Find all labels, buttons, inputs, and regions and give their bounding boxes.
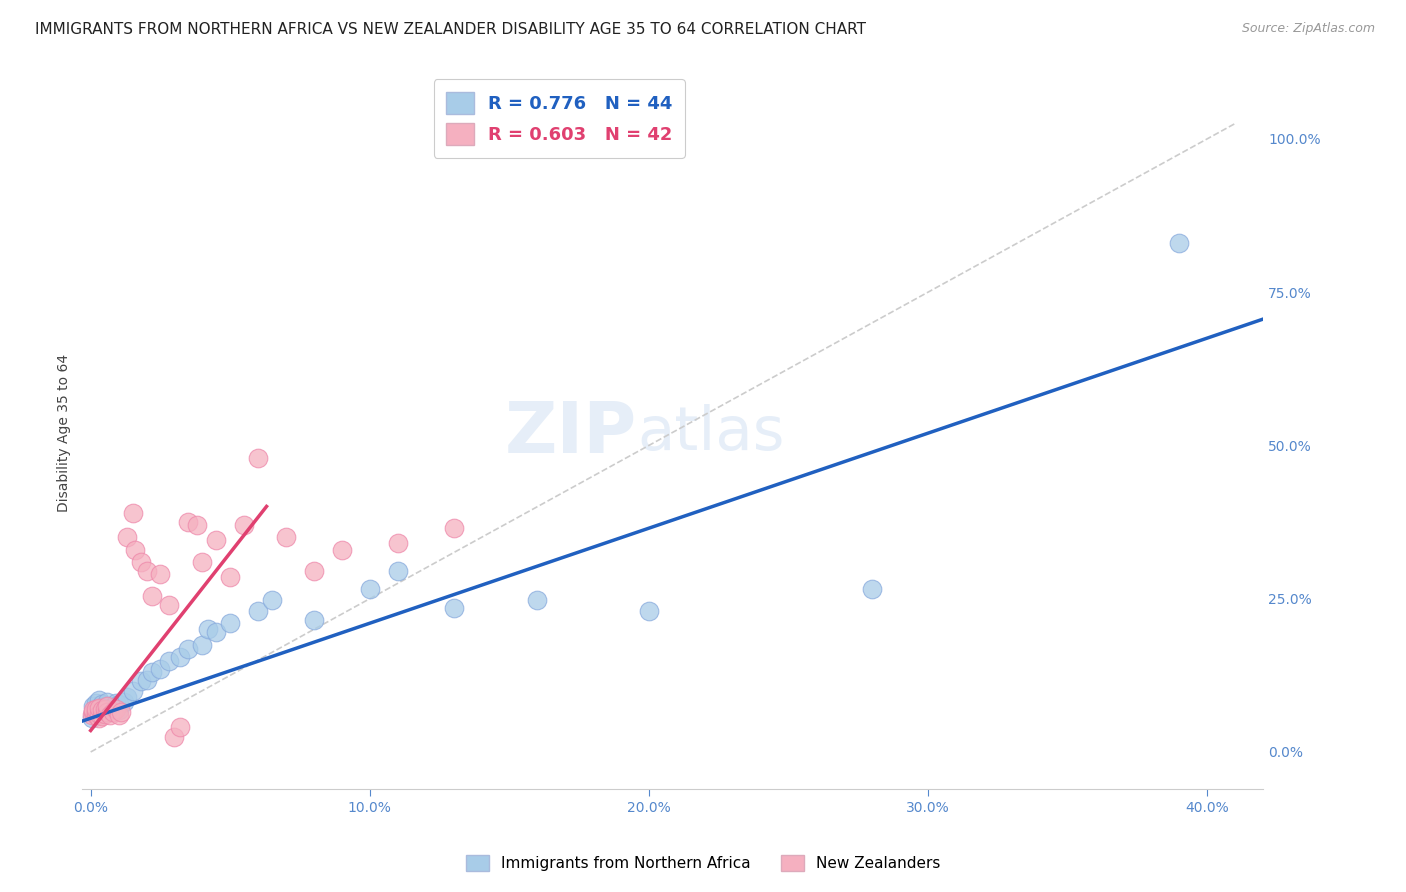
Point bbox=[96, 705, 118, 719]
Point bbox=[169, 721, 191, 735]
Point bbox=[84, 702, 107, 716]
Point bbox=[98, 708, 121, 723]
Point bbox=[98, 703, 121, 717]
Point bbox=[157, 654, 180, 668]
Point bbox=[87, 702, 110, 716]
Point bbox=[135, 564, 157, 578]
Point bbox=[197, 623, 219, 637]
Point bbox=[191, 555, 214, 569]
Point bbox=[101, 700, 124, 714]
Point bbox=[302, 613, 325, 627]
Point bbox=[121, 683, 143, 698]
Point bbox=[84, 701, 107, 715]
Point bbox=[262, 593, 284, 607]
Point bbox=[205, 533, 228, 548]
Point bbox=[84, 706, 107, 721]
Point bbox=[274, 530, 297, 544]
Point bbox=[112, 695, 135, 709]
Point bbox=[80, 711, 103, 725]
Point bbox=[163, 730, 186, 744]
Text: Source: ZipAtlas.com: Source: ZipAtlas.com bbox=[1241, 22, 1375, 36]
Point bbox=[93, 706, 115, 721]
Point bbox=[115, 690, 138, 704]
Text: atlas: atlas bbox=[637, 403, 785, 463]
Point bbox=[124, 542, 146, 557]
Point bbox=[110, 705, 132, 719]
Point bbox=[247, 450, 270, 465]
Point bbox=[87, 708, 110, 723]
Point bbox=[82, 705, 104, 719]
Point bbox=[87, 693, 110, 707]
Point bbox=[443, 600, 465, 615]
Point bbox=[90, 697, 112, 711]
Point bbox=[129, 555, 152, 569]
Point bbox=[638, 604, 661, 618]
Point bbox=[96, 698, 118, 713]
Point bbox=[177, 515, 200, 529]
Point bbox=[387, 564, 409, 578]
Point bbox=[443, 521, 465, 535]
Point bbox=[121, 506, 143, 520]
Point bbox=[87, 706, 110, 721]
Point bbox=[107, 697, 129, 711]
Point bbox=[82, 703, 104, 717]
Point bbox=[115, 530, 138, 544]
Legend: Immigrants from Northern Africa, New Zealanders: Immigrants from Northern Africa, New Zea… bbox=[460, 849, 946, 877]
Point bbox=[860, 582, 883, 597]
Point bbox=[101, 705, 124, 719]
Point bbox=[104, 702, 127, 716]
Point bbox=[1168, 235, 1191, 250]
Point bbox=[84, 705, 107, 719]
Point bbox=[205, 625, 228, 640]
Point bbox=[93, 702, 115, 716]
Point bbox=[330, 542, 353, 557]
Legend: R = 0.776   N = 44, R = 0.603   N = 42: R = 0.776 N = 44, R = 0.603 N = 42 bbox=[434, 79, 685, 158]
Point bbox=[87, 711, 110, 725]
Point bbox=[186, 518, 208, 533]
Point bbox=[84, 708, 107, 723]
Point bbox=[247, 604, 270, 618]
Point bbox=[387, 536, 409, 550]
Point bbox=[87, 701, 110, 715]
Point bbox=[157, 598, 180, 612]
Point bbox=[84, 696, 107, 710]
Point bbox=[359, 582, 381, 597]
Point bbox=[191, 638, 214, 652]
Point bbox=[135, 673, 157, 687]
Point bbox=[526, 593, 548, 607]
Point bbox=[90, 709, 112, 723]
Point bbox=[96, 695, 118, 709]
Point bbox=[104, 696, 127, 710]
Point bbox=[219, 570, 242, 584]
Point bbox=[82, 698, 104, 713]
Point bbox=[129, 674, 152, 689]
Point bbox=[90, 703, 112, 717]
Point bbox=[169, 649, 191, 664]
Point bbox=[93, 705, 115, 719]
Point bbox=[233, 518, 256, 533]
Point bbox=[82, 705, 104, 719]
Point bbox=[149, 567, 172, 582]
Y-axis label: Disability Age 35 to 64: Disability Age 35 to 64 bbox=[58, 354, 72, 512]
Point bbox=[177, 642, 200, 657]
Text: IMMIGRANTS FROM NORTHERN AFRICA VS NEW ZEALANDER DISABILITY AGE 35 TO 64 CORRELA: IMMIGRANTS FROM NORTHERN AFRICA VS NEW Z… bbox=[35, 22, 866, 37]
Text: ZIP: ZIP bbox=[505, 399, 637, 467]
Point bbox=[107, 703, 129, 717]
Point bbox=[141, 589, 163, 603]
Point bbox=[96, 702, 118, 716]
Point bbox=[149, 662, 172, 676]
Point bbox=[107, 708, 129, 723]
Point bbox=[90, 703, 112, 717]
Point bbox=[141, 665, 163, 680]
Point bbox=[93, 698, 115, 713]
Point bbox=[80, 708, 103, 723]
Point bbox=[219, 616, 242, 631]
Point bbox=[302, 564, 325, 578]
